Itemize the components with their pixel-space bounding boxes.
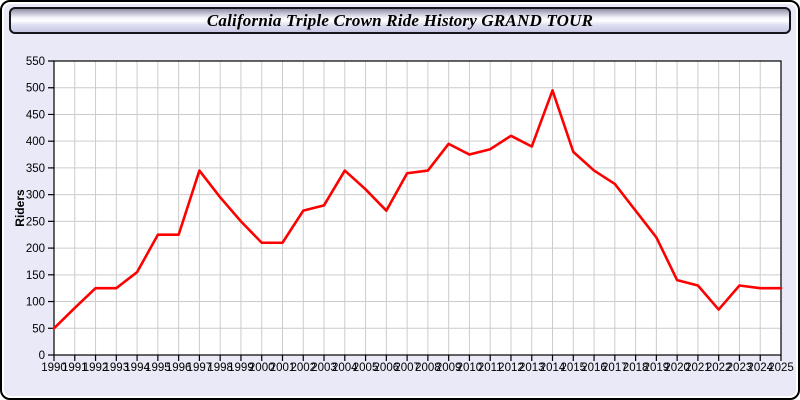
y-tick-label: 0: [39, 350, 45, 362]
x-tick-label: 1993: [104, 362, 130, 374]
x-tick-label: 2005: [353, 362, 379, 374]
y-tick-label: 500: [26, 83, 45, 95]
x-tick-label: 2000: [249, 362, 275, 374]
title-bar: California Triple Crown Ride History GRA…: [9, 7, 791, 34]
x-tick-label: 2020: [664, 362, 690, 374]
x-tick-label: 2012: [498, 362, 524, 374]
x-tick-label: 2023: [727, 362, 753, 374]
x-tick-label: 2018: [623, 362, 649, 374]
x-tick-label: 2006: [374, 362, 400, 374]
x-tick-label: 2015: [560, 362, 586, 374]
x-tick-label: 1995: [145, 362, 171, 374]
y-tick-label: 450: [26, 109, 45, 121]
x-tick-label: 1992: [83, 362, 109, 374]
y-tick-label: 200: [26, 243, 45, 255]
x-tick-label: 2011: [478, 362, 503, 374]
x-tick-label: 2003: [311, 362, 337, 374]
x-tick-label: 1998: [207, 362, 233, 374]
x-tick-label: 2001: [270, 362, 296, 374]
data-line-riders: [52, 89, 783, 330]
x-tick-label: 2013: [519, 362, 545, 374]
x-tick-label: 1997: [187, 362, 213, 374]
y-tick-label: 550: [26, 56, 45, 68]
x-tick-label: 2007: [394, 362, 420, 374]
x-tick-label: 2014: [540, 362, 566, 374]
x-tick-label: 2009: [436, 362, 462, 374]
x-tick-label: 2019: [644, 362, 670, 374]
x-tick-label: 2016: [581, 362, 607, 374]
x-tick-label: 2010: [457, 362, 483, 374]
y-tick-label: 250: [26, 216, 45, 228]
x-tick-label: 2004: [332, 362, 358, 374]
y-tick-label: 50: [32, 323, 45, 335]
x-tick-label: 1994: [124, 362, 150, 374]
plot-area: [54, 61, 781, 355]
y-tick-label: 100: [26, 297, 45, 309]
y-tick-label: 350: [26, 163, 45, 175]
plot-border: [53, 60, 782, 356]
page-title: California Triple Crown Ride History GRA…: [206, 10, 594, 30]
y-tick-label: 400: [26, 136, 45, 148]
x-tick-label: 1991: [62, 362, 88, 374]
x-tick-label: 1999: [228, 362, 254, 374]
x-tick-label: 2008: [415, 362, 441, 374]
x-tick-label: 2025: [768, 362, 794, 374]
x-tick-label: 1996: [166, 362, 192, 374]
x-tick-label: 2021: [685, 362, 711, 374]
x-tick-label: 2024: [747, 362, 773, 374]
x-tick-label: 1990: [41, 362, 67, 374]
y-axis-title: Riders: [13, 189, 27, 227]
y-tick-label: 150: [26, 270, 45, 282]
x-tick-label: 2002: [290, 362, 316, 374]
x-tick-label: 2017: [602, 362, 628, 374]
x-tick-label: 2022: [706, 362, 732, 374]
y-tick-label: 300: [26, 190, 45, 202]
